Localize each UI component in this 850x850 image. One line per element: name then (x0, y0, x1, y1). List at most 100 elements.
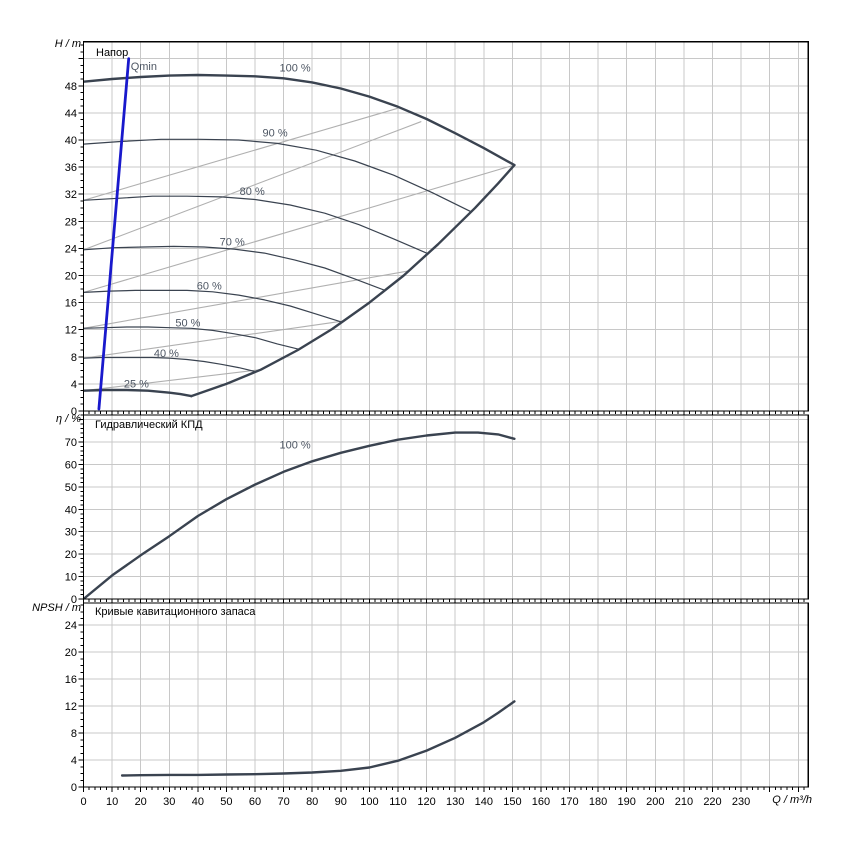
min-flow-limit-Qmin (97, 57, 131, 411)
svg-text:90: 90 (335, 796, 347, 808)
svg-text:150: 150 (503, 796, 521, 808)
curve-label-40-: 40 % (154, 348, 179, 360)
head-y-axis-label: H / m (54, 38, 81, 50)
iso-efficiency-line-2 (83, 164, 515, 293)
panel-eff: 100 % 0 10 20 30 40 50 60 70 (65, 414, 809, 606)
svg-text:12: 12 (65, 701, 77, 713)
svg-text:130: 130 (446, 796, 464, 808)
svg-text:24: 24 (65, 243, 77, 255)
panel-head: 100 %90 %80 %70 %60 %50 %40 %25 %Qmin048… (65, 41, 809, 418)
head-panel-title: Напор (96, 47, 129, 59)
speed-curve-40- (83, 356, 257, 373)
svg-text:8: 8 (71, 352, 77, 364)
svg-text:140: 140 (475, 796, 493, 808)
speed-curve-80- (83, 195, 429, 255)
panel-npsh: 0 4 8 12 16 20 24 0 10 20 30 40 50 60 70 80 90 100 110 120 1… (65, 602, 809, 808)
svg-text:16: 16 (65, 674, 77, 686)
svg-text:20: 20 (65, 271, 77, 283)
panel-border (82, 414, 809, 600)
svg-text:8: 8 (71, 728, 77, 740)
svg-text:110: 110 (389, 796, 407, 808)
svg-text:40: 40 (65, 504, 77, 516)
svg-text:160: 160 (532, 796, 550, 808)
axis-ticks (78, 604, 805, 792)
iso-efficiency-line-0 (83, 107, 399, 201)
svg-text:48: 48 (65, 81, 77, 93)
svg-text:36: 36 (65, 162, 77, 174)
eff-panel-title: Гидравлический КПД (95, 419, 203, 431)
series-layer (83, 431, 516, 599)
svg-text:10: 10 (65, 572, 77, 584)
svg-text:32: 32 (65, 189, 77, 201)
svg-text:220: 220 (703, 796, 721, 808)
svg-text:210: 210 (675, 796, 693, 808)
svg-text:0: 0 (71, 406, 77, 418)
iso-efficiency-line-4 (83, 320, 345, 359)
curve-label-100-: 100 % (279, 63, 310, 75)
svg-text:190: 190 (618, 796, 636, 808)
y-tick-labels: 0 4 8 12 16 20 24 (65, 620, 77, 794)
svg-text:4: 4 (71, 379, 77, 391)
grid (83, 41, 809, 411)
svg-text:20: 20 (65, 549, 77, 561)
curve-label-70-: 70 % (220, 237, 245, 249)
svg-text:20: 20 (65, 647, 77, 659)
svg-text:10: 10 (106, 796, 118, 808)
series-layer (83, 57, 516, 411)
npsh-panel-title: Кривые кавитационного запаса (95, 606, 256, 618)
eff-y-axis-label: η / % (55, 413, 81, 425)
grid (83, 603, 809, 787)
svg-text:20: 20 (135, 796, 147, 808)
svg-text:50: 50 (220, 796, 232, 808)
svg-text:0: 0 (71, 782, 77, 794)
x-tick-labels: 0 10 20 30 40 50 60 70 80 90 100 110 120 130 140 150 160… (80, 796, 750, 808)
speed-curve-100- (83, 73, 516, 167)
x-axis-label: Q / m³/h (772, 794, 812, 806)
svg-text:60: 60 (65, 459, 77, 471)
grid (83, 415, 809, 599)
svg-text:28: 28 (65, 216, 77, 228)
npsh-y-axis-label: NPSH / m (32, 602, 81, 614)
curve-labels: 100 % 90 % 80 % 70 % 60 % 50 % 40 % 25 % Qmin (124, 61, 311, 390)
panel-border (82, 41, 809, 412)
curve-label-100-: 100 % (279, 440, 310, 452)
svg-text:180: 180 (589, 796, 607, 808)
curve-label-50-: 50 % (175, 317, 200, 329)
svg-text:60: 60 (249, 796, 261, 808)
svg-text:120: 120 (417, 796, 435, 808)
axis-ticks (78, 44, 805, 416)
series-layer (120, 700, 516, 777)
panel-border (82, 602, 809, 788)
svg-text:30: 30 (65, 527, 77, 539)
svg-text:30: 30 (163, 796, 175, 808)
speed-curve-60- (83, 289, 343, 323)
svg-text:12: 12 (65, 325, 77, 337)
svg-text:200: 200 (646, 796, 664, 808)
efficiency-curve-100- (83, 431, 516, 599)
envelope-14 (190, 163, 516, 398)
curve-label-Qmin: Qmin (131, 61, 157, 73)
svg-text:24: 24 (65, 620, 77, 632)
svg-text:70: 70 (65, 437, 77, 449)
speed-curve-70- (83, 245, 386, 291)
svg-text:40: 40 (192, 796, 204, 808)
svg-text:80: 80 (306, 796, 318, 808)
curve-label-90-: 90 % (263, 128, 288, 140)
y-tick-labels: 0 10 20 30 40 50 60 70 (65, 437, 77, 606)
curve-label-60-: 60 % (197, 281, 222, 293)
speed-curve-50- (83, 326, 300, 350)
svg-text:40: 40 (65, 135, 77, 147)
speed-curve-90- (83, 138, 472, 213)
svg-text:70: 70 (277, 796, 289, 808)
curve-label-25-: 25 % (124, 378, 149, 390)
iso-efficiency-line-3 (83, 270, 410, 329)
svg-text:16: 16 (65, 298, 77, 310)
iso-efficiency-line-1 (83, 121, 422, 251)
curve-labels: 100 % (279, 440, 310, 452)
axis-ticks (78, 414, 805, 604)
curve-label-80-: 80 % (240, 186, 265, 198)
svg-text:230: 230 (732, 796, 750, 808)
